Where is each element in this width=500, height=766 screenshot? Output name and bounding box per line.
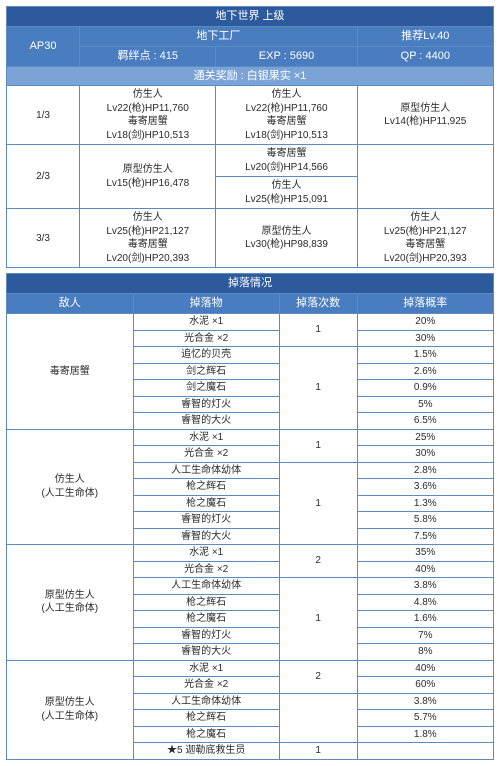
qp: QP : 4400 bbox=[357, 46, 493, 66]
drop-item: 枪之辉石 bbox=[133, 479, 279, 496]
drop-rate: 2.6% bbox=[357, 363, 493, 380]
clear-reward: 通关奖励 : 白银果实 ×1 bbox=[7, 66, 494, 86]
drop-rate: 4.8% bbox=[357, 594, 493, 611]
drop-enemy: 原型仿生人(人工生命体) bbox=[7, 545, 134, 661]
drop-rate: 1.6% bbox=[357, 611, 493, 628]
drop-count: 1 bbox=[279, 578, 357, 661]
drop-title: 掉落情况 bbox=[7, 274, 494, 294]
wave-cell: 仿生人Lv25(枪)HP15,091 bbox=[216, 177, 357, 209]
drop-item: 追忆的贝壳 bbox=[133, 347, 279, 364]
header-table: 地下世界 上级 AP30 地下工厂 推荐Lv.40 羁绊点 : 415 EXP … bbox=[6, 6, 494, 268]
drop-rate: 2.8% bbox=[357, 462, 493, 479]
wave-cell: 原型仿生人Lv15(枪)HP16,478 bbox=[80, 145, 216, 209]
drop-rate: 3.8% bbox=[357, 693, 493, 710]
drop-count: 2 bbox=[279, 545, 357, 578]
drop-item: 人工生命体幼体 bbox=[133, 462, 279, 479]
drop-item: 睿智的灯火 bbox=[133, 627, 279, 644]
drop-enemy: 仿生人(人工生命体) bbox=[7, 429, 134, 545]
drop-rate: 8% bbox=[357, 644, 493, 661]
wave-cell: 仿生人Lv25(枪)HP21,127毒寄居蟹Lv20(剑)HP20,393 bbox=[80, 209, 216, 268]
drop-rate: 35% bbox=[357, 545, 493, 562]
drop-rate: 60% bbox=[357, 677, 493, 694]
drop-rate: 25% bbox=[357, 429, 493, 446]
drop-item: 水泥 ×1 bbox=[133, 429, 279, 446]
wave-cell: 原型仿生人Lv14(枪)HP11,925 bbox=[357, 86, 493, 145]
drop-count: 1 bbox=[279, 314, 357, 347]
drop-enemy: 毒寄居蟹 bbox=[7, 314, 134, 430]
drop-count: 1 bbox=[279, 429, 357, 462]
drop-item: 水泥 ×1 bbox=[133, 545, 279, 562]
drop-item: 枪之魔石 bbox=[133, 611, 279, 628]
drop-rate: 40% bbox=[357, 561, 493, 578]
drop-rate: 0.9% bbox=[357, 380, 493, 397]
drop-item: 睿智的灯火 bbox=[133, 396, 279, 413]
drop-rate: 40% bbox=[357, 660, 493, 677]
drop-rate: 3.6% bbox=[357, 479, 493, 496]
drop-enemy: 原型仿生人(人工生命体) bbox=[7, 660, 134, 759]
drop-rate: 7.5% bbox=[357, 528, 493, 545]
wave-cell: 原型仿生人Lv30(枪)HP98,839 bbox=[216, 209, 357, 268]
drop-head-count: 掉落次数 bbox=[279, 294, 357, 314]
ap: AP30 bbox=[7, 26, 80, 66]
drop-item: 人工生命体幼体 bbox=[133, 578, 279, 595]
drop-count: 1 bbox=[279, 743, 357, 760]
drop-item: 睿智的大火 bbox=[133, 528, 279, 545]
drop-rate: 5% bbox=[357, 396, 493, 413]
drop-head-enemy: 敌人 bbox=[7, 294, 134, 314]
drop-item: 人工生命体幼体 bbox=[133, 693, 279, 710]
drop-item: 光合金 ×2 bbox=[133, 561, 279, 578]
drop-item: 枪之辉石 bbox=[133, 594, 279, 611]
drop-rate: 1.5% bbox=[357, 347, 493, 364]
drop-item: ★5 迦勒底救生员 bbox=[133, 743, 279, 760]
drop-item: 光合金 ×2 bbox=[133, 330, 279, 347]
drop-item: 枪之魔石 bbox=[133, 495, 279, 512]
drop-rate bbox=[357, 743, 493, 760]
drop-count: 2 bbox=[279, 660, 357, 693]
drop-item: 睿智的灯火 bbox=[133, 512, 279, 529]
drop-rate: 3.8% bbox=[357, 578, 493, 595]
wave-cell: 毒寄居蟹Lv20(剑)HP14,566 bbox=[216, 145, 357, 177]
wave-cell: 仿生人Lv22(枪)HP11,760毒寄居蟹Lv18(剑)HP10,513 bbox=[80, 86, 216, 145]
bond: 羁绊点 : 415 bbox=[80, 46, 216, 66]
drop-head-rate: 掉落概率 bbox=[357, 294, 493, 314]
rec-lv: 推荐Lv.40 bbox=[357, 26, 493, 46]
drop-item: 枪之魔石 bbox=[133, 726, 279, 743]
drop-rate: 6.5% bbox=[357, 413, 493, 430]
drop-item: 睿智的大火 bbox=[133, 413, 279, 430]
drop-item: 枪之辉石 bbox=[133, 710, 279, 727]
drop-rate: 30% bbox=[357, 330, 493, 347]
drop-rate: 1.3% bbox=[357, 495, 493, 512]
wave-label: 2/3 bbox=[7, 145, 80, 209]
drop-rate: 30% bbox=[357, 446, 493, 463]
exp: EXP : 5690 bbox=[216, 46, 357, 66]
drop-count: 1 bbox=[279, 347, 357, 430]
location: 地下工厂 bbox=[80, 26, 358, 46]
drop-head-item: 掉落物 bbox=[133, 294, 279, 314]
title: 地下世界 上级 bbox=[7, 7, 494, 27]
drop-item: 光合金 ×2 bbox=[133, 446, 279, 463]
drop-item: 水泥 ×1 bbox=[133, 314, 279, 331]
wave-label: 3/3 bbox=[7, 209, 80, 268]
drop-item: 剑之辉石 bbox=[133, 363, 279, 380]
drop-item: 水泥 ×1 bbox=[133, 660, 279, 677]
wave-cell: 仿生人Lv25(枪)HP21,127毒寄居蟹Lv20(剑)HP20,393 bbox=[357, 209, 493, 268]
drop-item: 睿智的大火 bbox=[133, 644, 279, 661]
drop-item: 剑之魔石 bbox=[133, 380, 279, 397]
wave-cell bbox=[357, 145, 493, 209]
drop-rate: 20% bbox=[357, 314, 493, 331]
drop-count bbox=[279, 693, 357, 743]
drop-rate: 7% bbox=[357, 627, 493, 644]
drop-table: 掉落情况 敌人 掉落物 掉落次数 掉落概率 毒寄居蟹水泥 ×1120%光合金 ×… bbox=[6, 273, 494, 759]
drop-rate: 5.7% bbox=[357, 710, 493, 727]
wave-label: 1/3 bbox=[7, 86, 80, 145]
wave-cell: 仿生人Lv22(枪)HP11,760毒寄居蟹Lv18(剑)HP10,513 bbox=[216, 86, 357, 145]
drop-rate: 5.8% bbox=[357, 512, 493, 529]
drop-item: 光合金 ×2 bbox=[133, 677, 279, 694]
drop-rate: 1.8% bbox=[357, 726, 493, 743]
drop-count: 1 bbox=[279, 462, 357, 545]
